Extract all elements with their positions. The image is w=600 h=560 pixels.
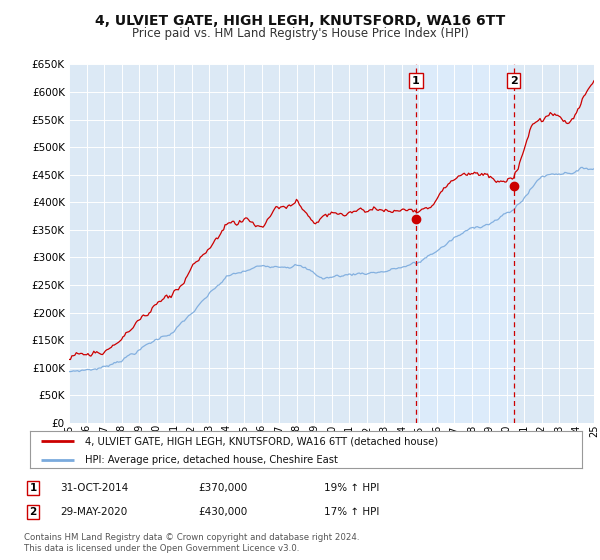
Text: 1: 1 [412,76,420,86]
Text: 4, ULVIET GATE, HIGH LEGH, KNUTSFORD, WA16 6TT (detached house): 4, ULVIET GATE, HIGH LEGH, KNUTSFORD, WA… [85,436,439,446]
Text: 17% ↑ HPI: 17% ↑ HPI [324,507,379,517]
Text: 2: 2 [29,507,37,517]
Text: Contains HM Land Registry data © Crown copyright and database right 2024.
This d: Contains HM Land Registry data © Crown c… [24,533,359,553]
Text: 2: 2 [510,76,518,86]
Text: 19% ↑ HPI: 19% ↑ HPI [324,483,379,493]
Text: 31-OCT-2014: 31-OCT-2014 [60,483,128,493]
Text: £370,000: £370,000 [198,483,247,493]
Text: HPI: Average price, detached house, Cheshire East: HPI: Average price, detached house, Ches… [85,455,338,465]
Bar [416,64,514,423]
Text: 1: 1 [29,483,37,493]
Text: 4, ULVIET GATE, HIGH LEGH, KNUTSFORD, WA16 6TT: 4, ULVIET GATE, HIGH LEGH, KNUTSFORD, WA… [95,14,505,28]
Text: Price paid vs. HM Land Registry's House Price Index (HPI): Price paid vs. HM Land Registry's House … [131,27,469,40]
Text: £430,000: £430,000 [198,507,247,517]
Text: 29-MAY-2020: 29-MAY-2020 [60,507,127,517]
